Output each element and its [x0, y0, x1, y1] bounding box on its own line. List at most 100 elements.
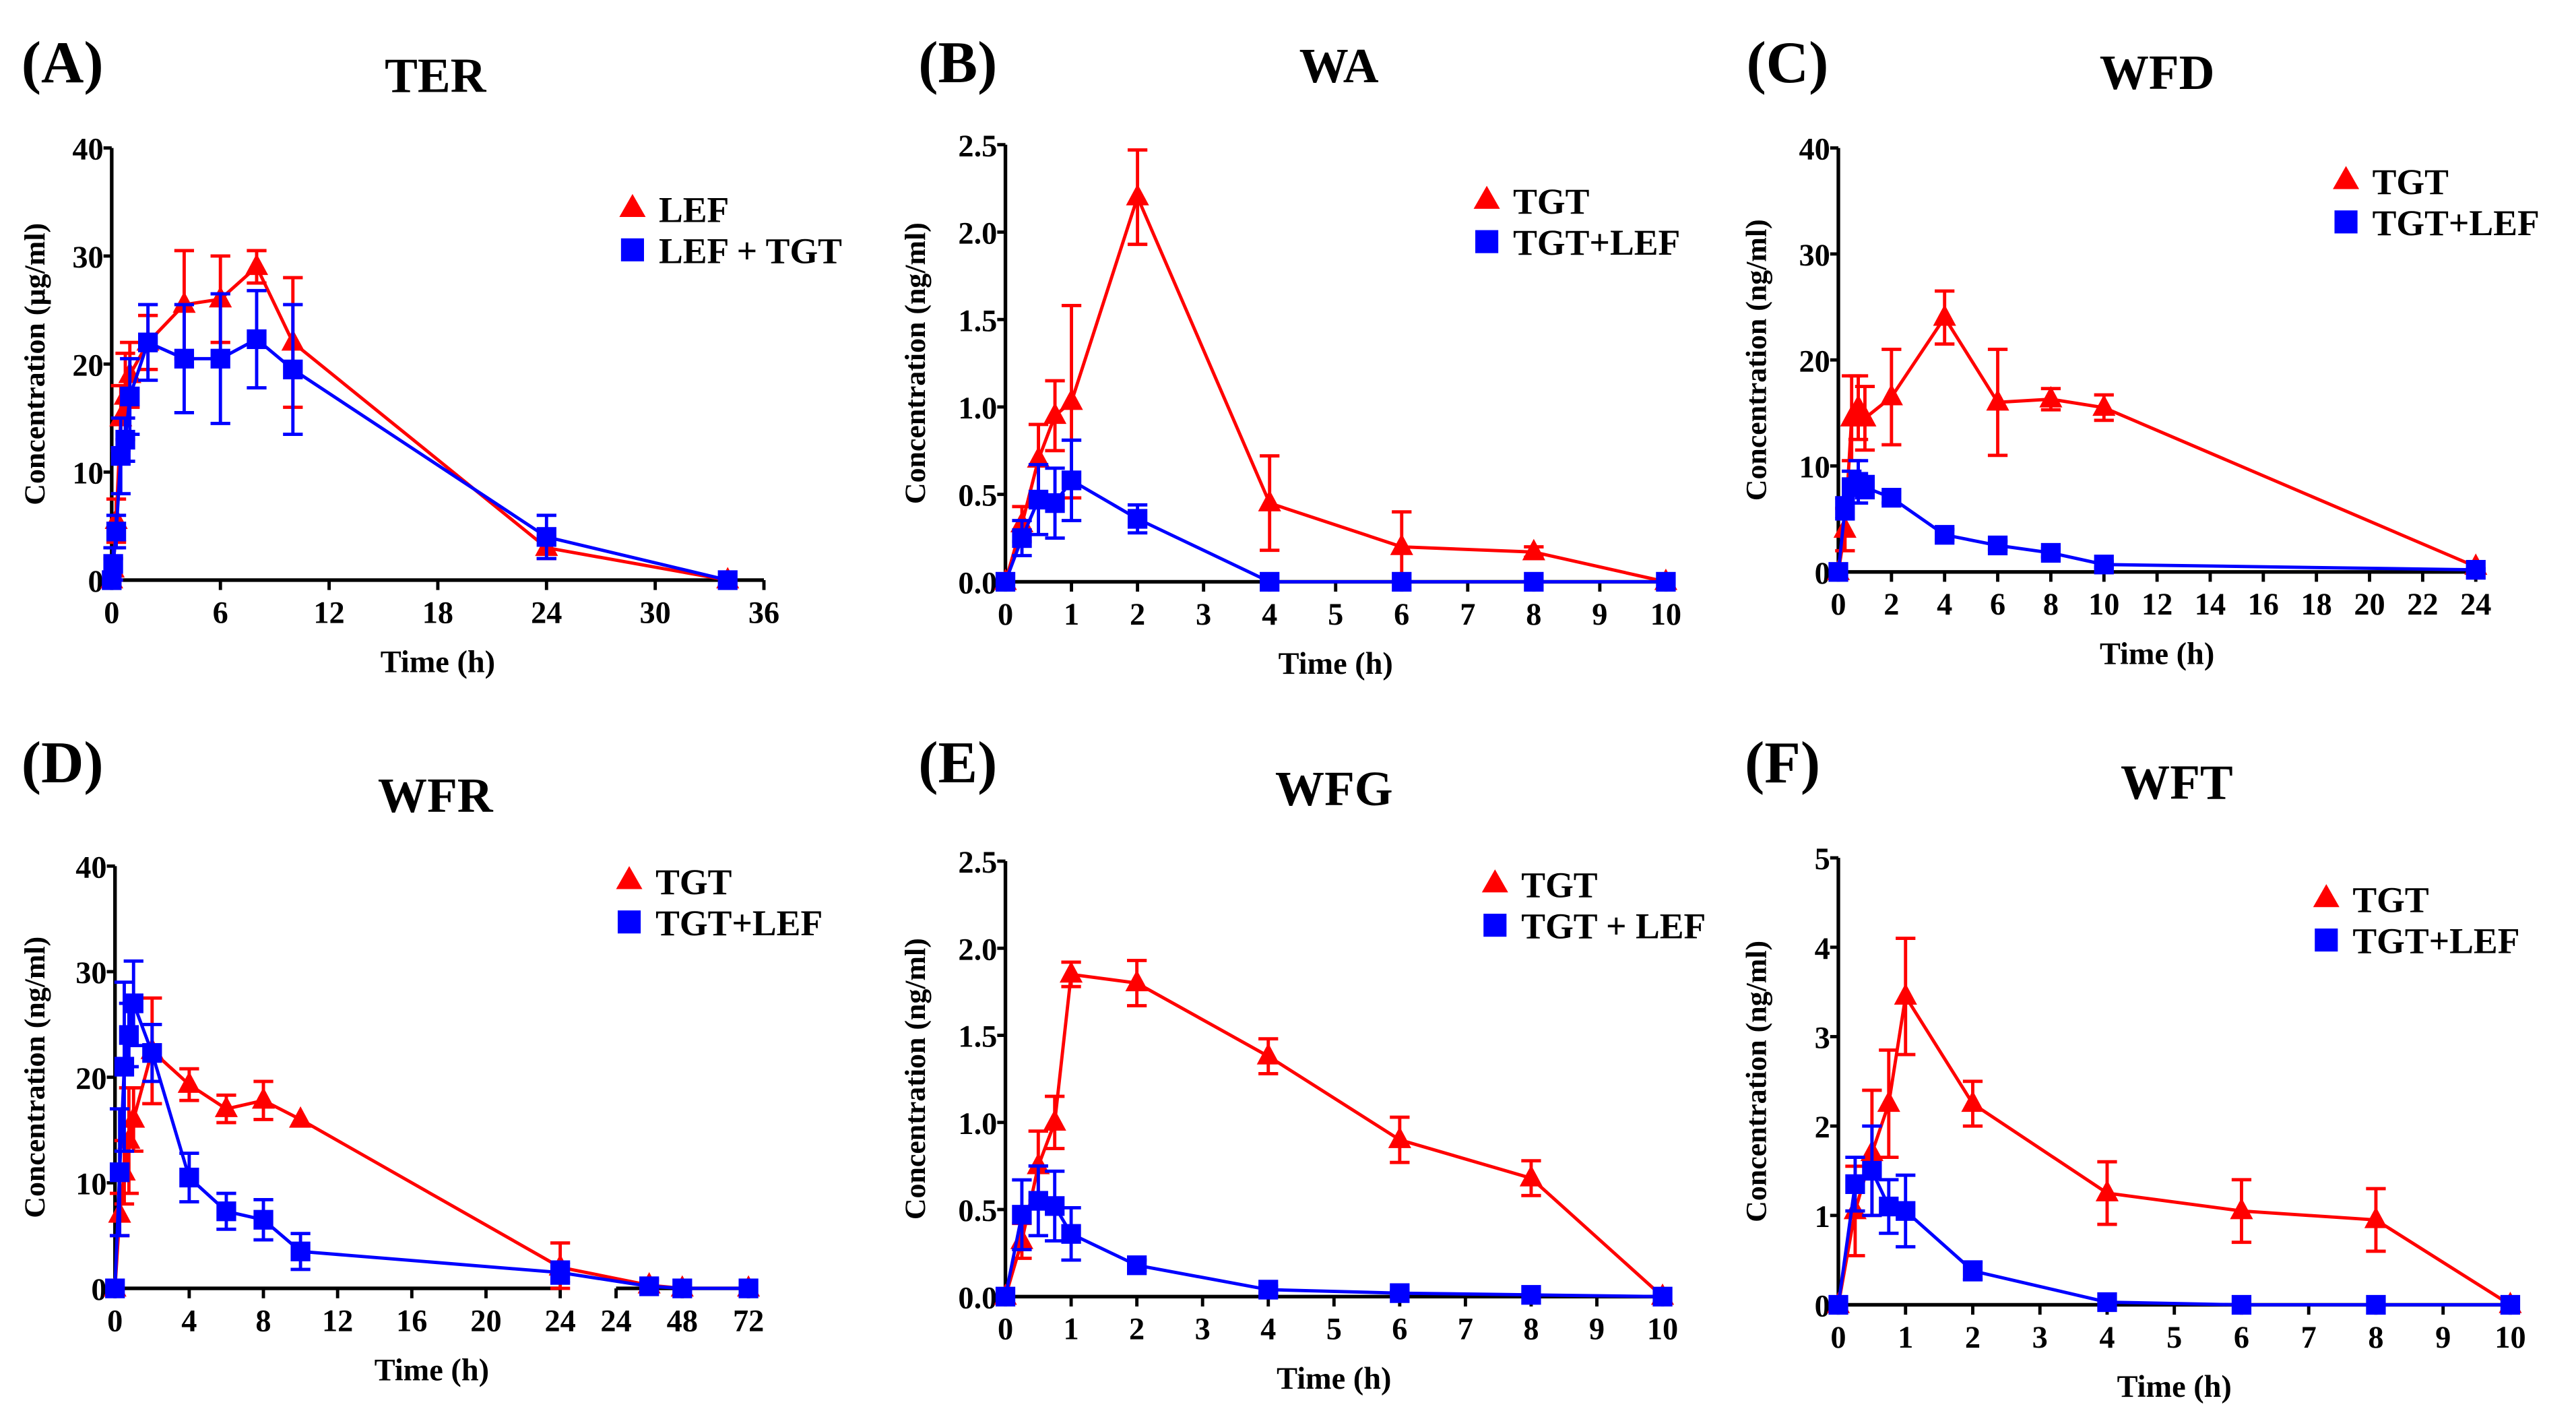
- data-point-square: [1390, 1283, 1410, 1303]
- legend-triangle-marker: [619, 193, 646, 218]
- y-tick-label: 1.0: [958, 1107, 997, 1141]
- x-tick-label: 8: [1523, 1313, 1539, 1347]
- x-tick-label: 6: [1990, 588, 2005, 622]
- legend-square-marker: [1475, 230, 1499, 253]
- data-point-triangle: [2039, 385, 2063, 408]
- data-point-square: [137, 332, 158, 352]
- x-axis-label: Time (h): [375, 1354, 489, 1388]
- x-tick-label: 4: [2099, 1321, 2115, 1355]
- y-tick-label: 30: [75, 956, 106, 991]
- y-tick-label: 1.5: [958, 1020, 997, 1055]
- data-point-triangle: [1027, 1152, 1050, 1174]
- y-tick-label: 2.5: [958, 129, 997, 164]
- data-point-square: [210, 348, 230, 369]
- y-tick-label: 10: [75, 1167, 106, 1201]
- data-point-square: [2231, 1294, 2252, 1315]
- y-tick-label: 20: [72, 348, 103, 383]
- x-tick-label: 18: [2301, 588, 2332, 622]
- y-tick-label: 2.0: [958, 933, 997, 967]
- series-line: [113, 1003, 749, 1290]
- y-tick-label: 0.0: [958, 1281, 997, 1315]
- data-point-triangle: [1027, 446, 1050, 468]
- x-tick-label: 14: [2195, 588, 2226, 622]
- legend-square-marker: [1483, 914, 1507, 937]
- x-tick-label: 24: [2460, 588, 2491, 622]
- x-tick-label: 3: [1196, 598, 1211, 632]
- data-point-square: [1881, 488, 1902, 508]
- y-axis-label: Concentration (ng/ml): [1741, 219, 1773, 501]
- x-tick-label: 4: [1260, 1313, 1276, 1347]
- legend-label: TGT: [655, 862, 732, 902]
- data-point-square: [1652, 1286, 1673, 1307]
- y-tick-label: 30: [72, 241, 103, 275]
- x-tick-label: 1: [1063, 1313, 1078, 1347]
- series-lef: [100, 249, 740, 589]
- data-point-square: [109, 1162, 130, 1183]
- x-tick-label: 0: [1830, 588, 1846, 622]
- chart-panel-ter: (A) TER 0 6 12 18 24 30 36 0 10 20 30 40 Time (h) Conce…: [19, 30, 842, 680]
- x-tick-label: 0: [998, 598, 1013, 632]
- y-tick-label: 20: [75, 1062, 106, 1096]
- y-tick-label: 1: [1815, 1200, 1830, 1234]
- y-axis-label: Concentration (ng/ml): [899, 938, 932, 1220]
- y-tick-label: 40: [75, 850, 106, 885]
- data-point-square: [1828, 1294, 1848, 1315]
- x-tick-label: 2: [1883, 588, 1899, 622]
- legend-label: TGT: [1513, 181, 1589, 222]
- x-tick-label: 24: [544, 1304, 575, 1339]
- series-tgt: [1826, 937, 2522, 1313]
- x-tick-label: 2: [1965, 1321, 1981, 1355]
- x-tick-label: 5: [2166, 1321, 2182, 1355]
- data-point-triangle: [1933, 304, 1956, 326]
- series-tgt: [994, 958, 1675, 1305]
- data-point-square: [120, 386, 140, 407]
- data-point-triangle: [1853, 405, 1877, 427]
- x-tick-label: 0: [1830, 1321, 1846, 1355]
- data-point-square: [1828, 562, 1848, 582]
- x-tick-label: 36: [748, 596, 779, 630]
- y-tick-label: 0: [1815, 557, 1830, 591]
- data-point-triangle: [1519, 1165, 1543, 1187]
- x-tick-label: 3: [2032, 1321, 2048, 1355]
- y-tick-label: 40: [1799, 133, 1830, 167]
- chart-title: WFT: [2121, 755, 2233, 809]
- panel-letter: (A): [22, 30, 104, 95]
- x-tick-label: 8: [2368, 1321, 2383, 1355]
- x-tick-label: 16: [396, 1304, 427, 1339]
- data-point-square: [2040, 542, 2061, 563]
- data-point-square: [995, 1286, 1016, 1307]
- data-point-square: [1045, 493, 1065, 513]
- data-point-square: [550, 1262, 571, 1283]
- data-point-triangle: [1986, 389, 2009, 411]
- x-tick-label: 0: [107, 1304, 123, 1339]
- y-tick-label: 3: [1815, 1021, 1830, 1056]
- chart-title: WFR: [378, 768, 494, 823]
- x-tick-label: 8: [1526, 598, 1541, 632]
- data-point-square: [174, 348, 195, 369]
- y-tick-label: 4: [1815, 932, 1830, 966]
- data-point-square: [738, 1278, 759, 1298]
- y-axis-label: Concentration (ng/ml): [19, 937, 51, 1218]
- x-axis-label: Time (h): [2100, 637, 2214, 671]
- data-point-square: [717, 570, 738, 590]
- data-point-triangle: [1879, 383, 1903, 406]
- data-point-square: [1962, 1261, 1983, 1281]
- chart-panel-wfg: (E) WFG 0 1 2 3 4 5 6 7 8 9 10 0.0 0.5 1.0 1.5 2.0 2.5 Time…: [899, 730, 1706, 1396]
- y-axis-label: Concentration (ng/ml): [1741, 941, 1773, 1222]
- series-tgt-lef: [1828, 1124, 2521, 1315]
- series-line: [1004, 1199, 1663, 1298]
- data-point-square: [1127, 509, 1148, 529]
- series-tgt-lef: [995, 438, 1676, 592]
- x-tick-label: 8: [255, 1304, 271, 1339]
- data-point-square: [672, 1278, 693, 1298]
- legend-label: TGT: [2373, 162, 2449, 202]
- y-axis-label: Concentration (ng/ml): [899, 222, 932, 504]
- x-axis-label: Time (h): [1277, 1362, 1391, 1396]
- legend-square-marker: [617, 910, 641, 934]
- data-point-triangle: [1060, 388, 1083, 410]
- data-point-triangle: [1258, 490, 1281, 511]
- x-axis-label: Time (h): [381, 646, 495, 680]
- series-tgt-lef: [995, 1164, 1673, 1307]
- data-point-triangle: [1043, 402, 1067, 425]
